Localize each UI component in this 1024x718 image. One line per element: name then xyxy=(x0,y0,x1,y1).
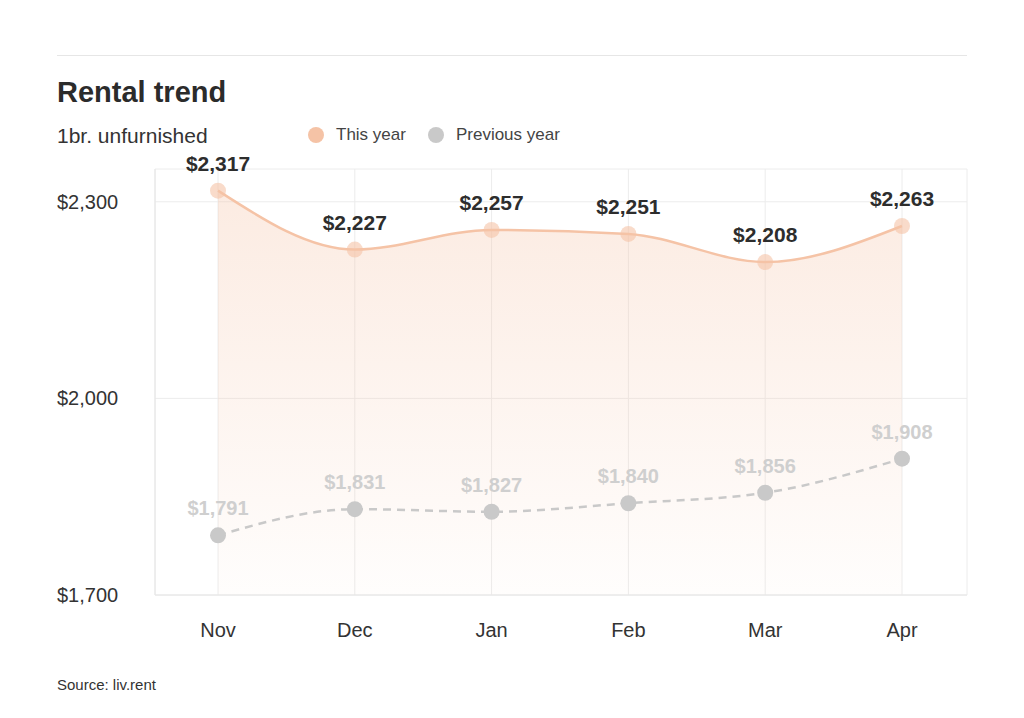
svg-text:$2,227: $2,227 xyxy=(323,211,387,234)
html-text:Previous year: Previous year xyxy=(455,125,560,144)
svg-text:$1,908: $1,908 xyxy=(871,421,932,443)
html-text:Source: liv.rent: Source: liv.rent xyxy=(57,676,156,693)
svg-text:$2,000: $2,000 xyxy=(57,387,118,409)
svg-text:$2,208: $2,208 xyxy=(733,223,798,246)
html-text:1br. unfurnished: 1br. unfurnished xyxy=(57,124,208,147)
svg-text:$2,300: $2,300 xyxy=(57,191,118,213)
svg-text:$2,317: $2,317 xyxy=(186,152,250,175)
svg-text:Apr: Apr xyxy=(886,619,917,641)
svg-text:Nov: Nov xyxy=(200,619,236,641)
svg-text:$2,263: $2,263 xyxy=(870,187,934,210)
svg-text:$1,791: $1,791 xyxy=(187,497,248,519)
svg-text:$1,856: $1,856 xyxy=(735,455,796,477)
svg-text:$2,257: $2,257 xyxy=(459,191,523,214)
svg-text:$2,251: $2,251 xyxy=(596,195,661,218)
svg-text:$1,827: $1,827 xyxy=(461,474,522,496)
svg-text:Jan: Jan xyxy=(475,619,507,641)
svg-text:Mar: Mar xyxy=(748,619,783,641)
svg-text:$1,840: $1,840 xyxy=(598,465,659,487)
html-text:Rental trend: Rental trend xyxy=(57,76,227,108)
svg-text:$1,831: $1,831 xyxy=(324,471,385,493)
svg-text:Dec: Dec xyxy=(337,619,373,641)
html-text:This year: This year xyxy=(336,125,406,144)
svg-text:$1,700: $1,700 xyxy=(57,584,118,606)
svg-text:Feb: Feb xyxy=(611,619,645,641)
